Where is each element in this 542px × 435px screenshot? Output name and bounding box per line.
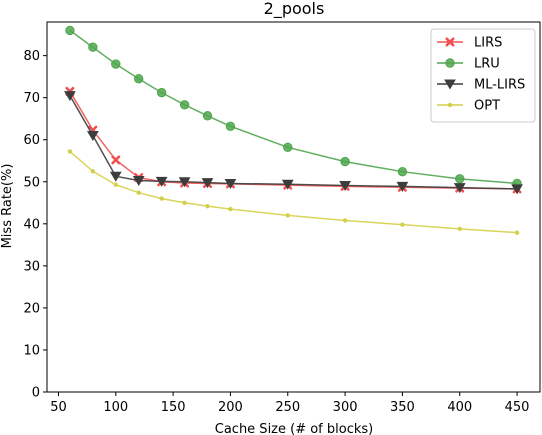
data-point-lru bbox=[134, 74, 144, 84]
data-point-lru bbox=[88, 42, 98, 52]
legend-label: ML-LIRS bbox=[474, 78, 525, 93]
legend: LIRS LRU ML-LIRS OPT bbox=[430, 28, 536, 123]
data-point-opt bbox=[182, 200, 187, 205]
ticks-layer: 50 100 150 200 250 300 350 400 450 0 10 20 30 40 50 60 7… bbox=[23, 49, 529, 415]
data-point-opt bbox=[400, 222, 405, 227]
legend-label: LIRS bbox=[474, 36, 502, 51]
data-point-ml-lirs bbox=[281, 179, 294, 190]
plot-frame bbox=[46, 21, 541, 393]
data-point-opt bbox=[342, 218, 348, 223]
data-point-ml-lirs bbox=[132, 176, 145, 186]
data-point-ml-lirs bbox=[339, 181, 351, 192]
data-point-lru bbox=[225, 121, 236, 131]
data-point-ml-lirs bbox=[201, 178, 214, 189]
legend-box bbox=[430, 28, 536, 123]
data-point-ml-lirs bbox=[511, 184, 523, 195]
data-point-ml-lirs bbox=[86, 131, 99, 142]
legend-label: LRU bbox=[474, 57, 500, 72]
x-tick-label: 200 bbox=[218, 400, 243, 415]
data-point-lru bbox=[65, 25, 75, 36]
data-point-lru bbox=[202, 111, 213, 121]
data-point-opt bbox=[67, 149, 73, 154]
data-point-lru bbox=[283, 142, 293, 152]
data-point-ml-lirs bbox=[396, 181, 409, 192]
data-point-opt bbox=[514, 230, 520, 235]
data-point-ml-lirs bbox=[178, 177, 191, 188]
data-point-lru bbox=[179, 100, 190, 110]
data-point-ml-lirs bbox=[64, 91, 76, 102]
legend-swatch-marker bbox=[445, 58, 455, 68]
y-tick-label: 20 bbox=[23, 301, 40, 316]
x-tick-label: 100 bbox=[103, 400, 128, 415]
series-opt bbox=[67, 149, 520, 235]
data-point-lru bbox=[455, 174, 465, 184]
y-tick-label: 10 bbox=[23, 343, 40, 358]
data-point-opt bbox=[205, 203, 210, 209]
legend-swatch-marker bbox=[447, 102, 453, 108]
y-tick-label: 50 bbox=[23, 175, 40, 190]
x-tick-label: 150 bbox=[161, 400, 186, 415]
legend-item-opt: OPT bbox=[437, 99, 500, 114]
y-tick-label: 0 bbox=[32, 386, 40, 401]
data-point-opt bbox=[285, 213, 290, 218]
data-point-opt bbox=[90, 169, 96, 174]
legend-swatch-marker bbox=[445, 37, 455, 47]
y-tick-label: 70 bbox=[23, 91, 40, 106]
legend-label: OPT bbox=[474, 99, 500, 114]
x-tick-label: 300 bbox=[333, 400, 358, 415]
data-point-lirs bbox=[111, 155, 121, 165]
y-tick-label: 40 bbox=[23, 217, 40, 232]
y-tick-label: 80 bbox=[23, 49, 40, 64]
data-point-ml-lirs bbox=[155, 176, 168, 187]
x-tick-label: 50 bbox=[50, 400, 67, 415]
series-lru bbox=[65, 25, 522, 189]
series-ml-lirs bbox=[64, 91, 523, 195]
x-tick-label: 450 bbox=[505, 400, 530, 415]
y-tick-label: 60 bbox=[23, 133, 40, 148]
data-point-opt bbox=[159, 196, 164, 201]
data-point-opt bbox=[136, 190, 141, 195]
chart-title: 2_pools bbox=[264, 0, 325, 19]
data-point-opt bbox=[228, 206, 233, 212]
data-point-lru bbox=[397, 166, 408, 177]
series-layer bbox=[64, 25, 523, 235]
data-point-opt bbox=[113, 182, 118, 187]
data-point-opt bbox=[457, 226, 462, 232]
x-tick-label: 400 bbox=[447, 400, 472, 415]
x-axis-label: Cache Size (# of blocks) bbox=[215, 422, 373, 435]
data-point-ml-lirs bbox=[109, 171, 122, 182]
legend-swatch-marker bbox=[444, 79, 456, 90]
legend-item-lru: LRU bbox=[437, 57, 500, 72]
y-tick-label: 30 bbox=[23, 259, 40, 274]
legend-item-ml-lirs: ML-LIRS bbox=[437, 78, 525, 93]
data-point-lru bbox=[156, 87, 167, 98]
y-axis-label: Miss Rate(%) bbox=[0, 164, 15, 249]
x-tick-label: 250 bbox=[275, 400, 300, 415]
x-tick-label: 350 bbox=[390, 400, 415, 415]
data-point-ml-lirs bbox=[224, 178, 237, 189]
legend-item-lirs: LIRS bbox=[437, 36, 502, 51]
data-point-lru bbox=[340, 156, 350, 167]
data-point-ml-lirs bbox=[453, 183, 466, 194]
data-point-lru bbox=[111, 59, 121, 69]
